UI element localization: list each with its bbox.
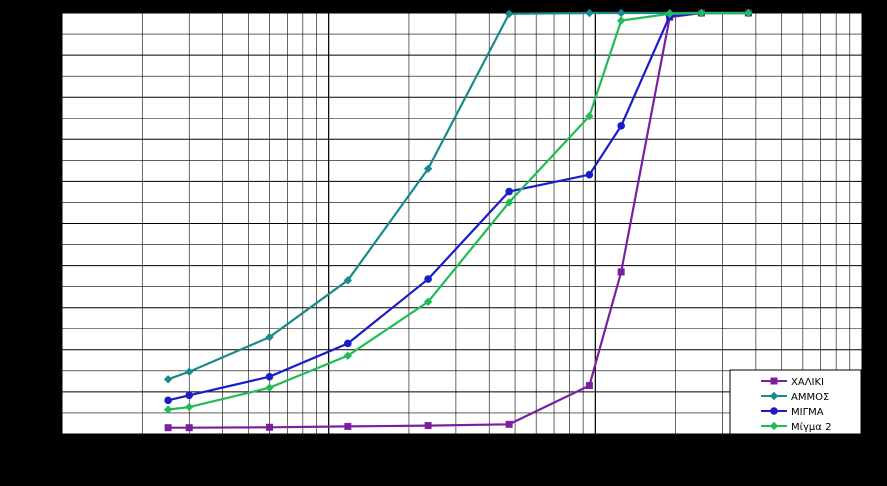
data-point [617,268,625,276]
data-point [585,8,594,18]
legend-entry: ΧΑΛΙΚΙ [791,377,824,388]
y-tick-label: 30.00 [23,302,58,315]
legend-swatch-marker [769,391,779,401]
data-point [163,375,173,384]
series-4 [163,8,753,414]
data-point [423,164,433,173]
y-tick-label: 10.00 [23,386,58,399]
data-point [344,422,352,430]
x-tick-label: 0.1 [52,446,72,459]
y-tick-label: 100.00 [16,7,59,20]
data-point [697,8,706,18]
y-tick-label: 20.00 [23,344,58,357]
data-point [265,332,274,342]
x-tick-label: 10 [588,446,604,459]
data-point [344,339,352,348]
data-point [343,351,353,360]
x-axis-title: ΑΝΟΙΓΜΑ ΒΡΟΧΙΔΑΣ ΣΕ mm [415,439,570,450]
data-point [163,405,173,414]
data-point [265,383,274,392]
data-point [616,16,626,25]
y-axis-title: ΔΙΕΡΧΟΜΕΝΟ ΠΟΣΟΣΤΟ % [14,151,25,298]
data-point [265,372,274,381]
y-tick-label: 90.00 [23,49,58,62]
y-tick-label: 40.00 [23,260,58,273]
data-point [164,424,172,432]
legend: ΧΑΛΙΚΙ ΑΜΜΟΣ ΜΙΓΜΑ Μίγμα 2 [729,369,862,435]
grid [61,12,863,435]
data-point [504,198,514,207]
data-point [616,8,626,18]
legend-swatch-marker [769,421,779,431]
y-tick-label: 60.00 [23,175,58,188]
data-point [617,122,625,130]
data-point [266,423,274,431]
data-point [744,8,753,18]
x-tick-label: 1 [325,446,333,459]
series-lines [163,8,753,432]
data-point [185,402,194,412]
legend-swatch-marker [770,377,778,385]
data-point [424,275,432,283]
data-point [585,382,593,390]
data-point [504,9,514,19]
legend-entry: ΑΜΜΟΣ [791,392,829,403]
data-point [505,187,513,196]
legend-box [729,369,862,435]
data-point [585,111,594,121]
data-point [185,367,194,376]
data-point [424,422,432,430]
y-tick-label: 80.00 [23,91,58,104]
legend-swatch-marker [770,407,778,415]
data-point [585,170,594,179]
data-point [185,424,193,432]
y-tick-label: 70.00 [23,133,58,146]
data-point [185,391,194,400]
legend-entry: ΜΙΓΜΑ [791,407,824,418]
data-point [505,420,513,428]
tick-labels: 0.00 10.00 20.00 30.00 40.00 50.00 60.00 70.00 8… [16,7,874,459]
y-tick-label: 50.00 [23,218,58,231]
y-tick-label: 0.00 [31,428,58,441]
x-tick-label: 100 [851,446,874,459]
data-point [665,9,674,19]
data-point [343,276,353,285]
legend-entry: Μίγμα 2 [791,421,831,433]
data-point [423,297,433,307]
data-point [164,396,172,405]
